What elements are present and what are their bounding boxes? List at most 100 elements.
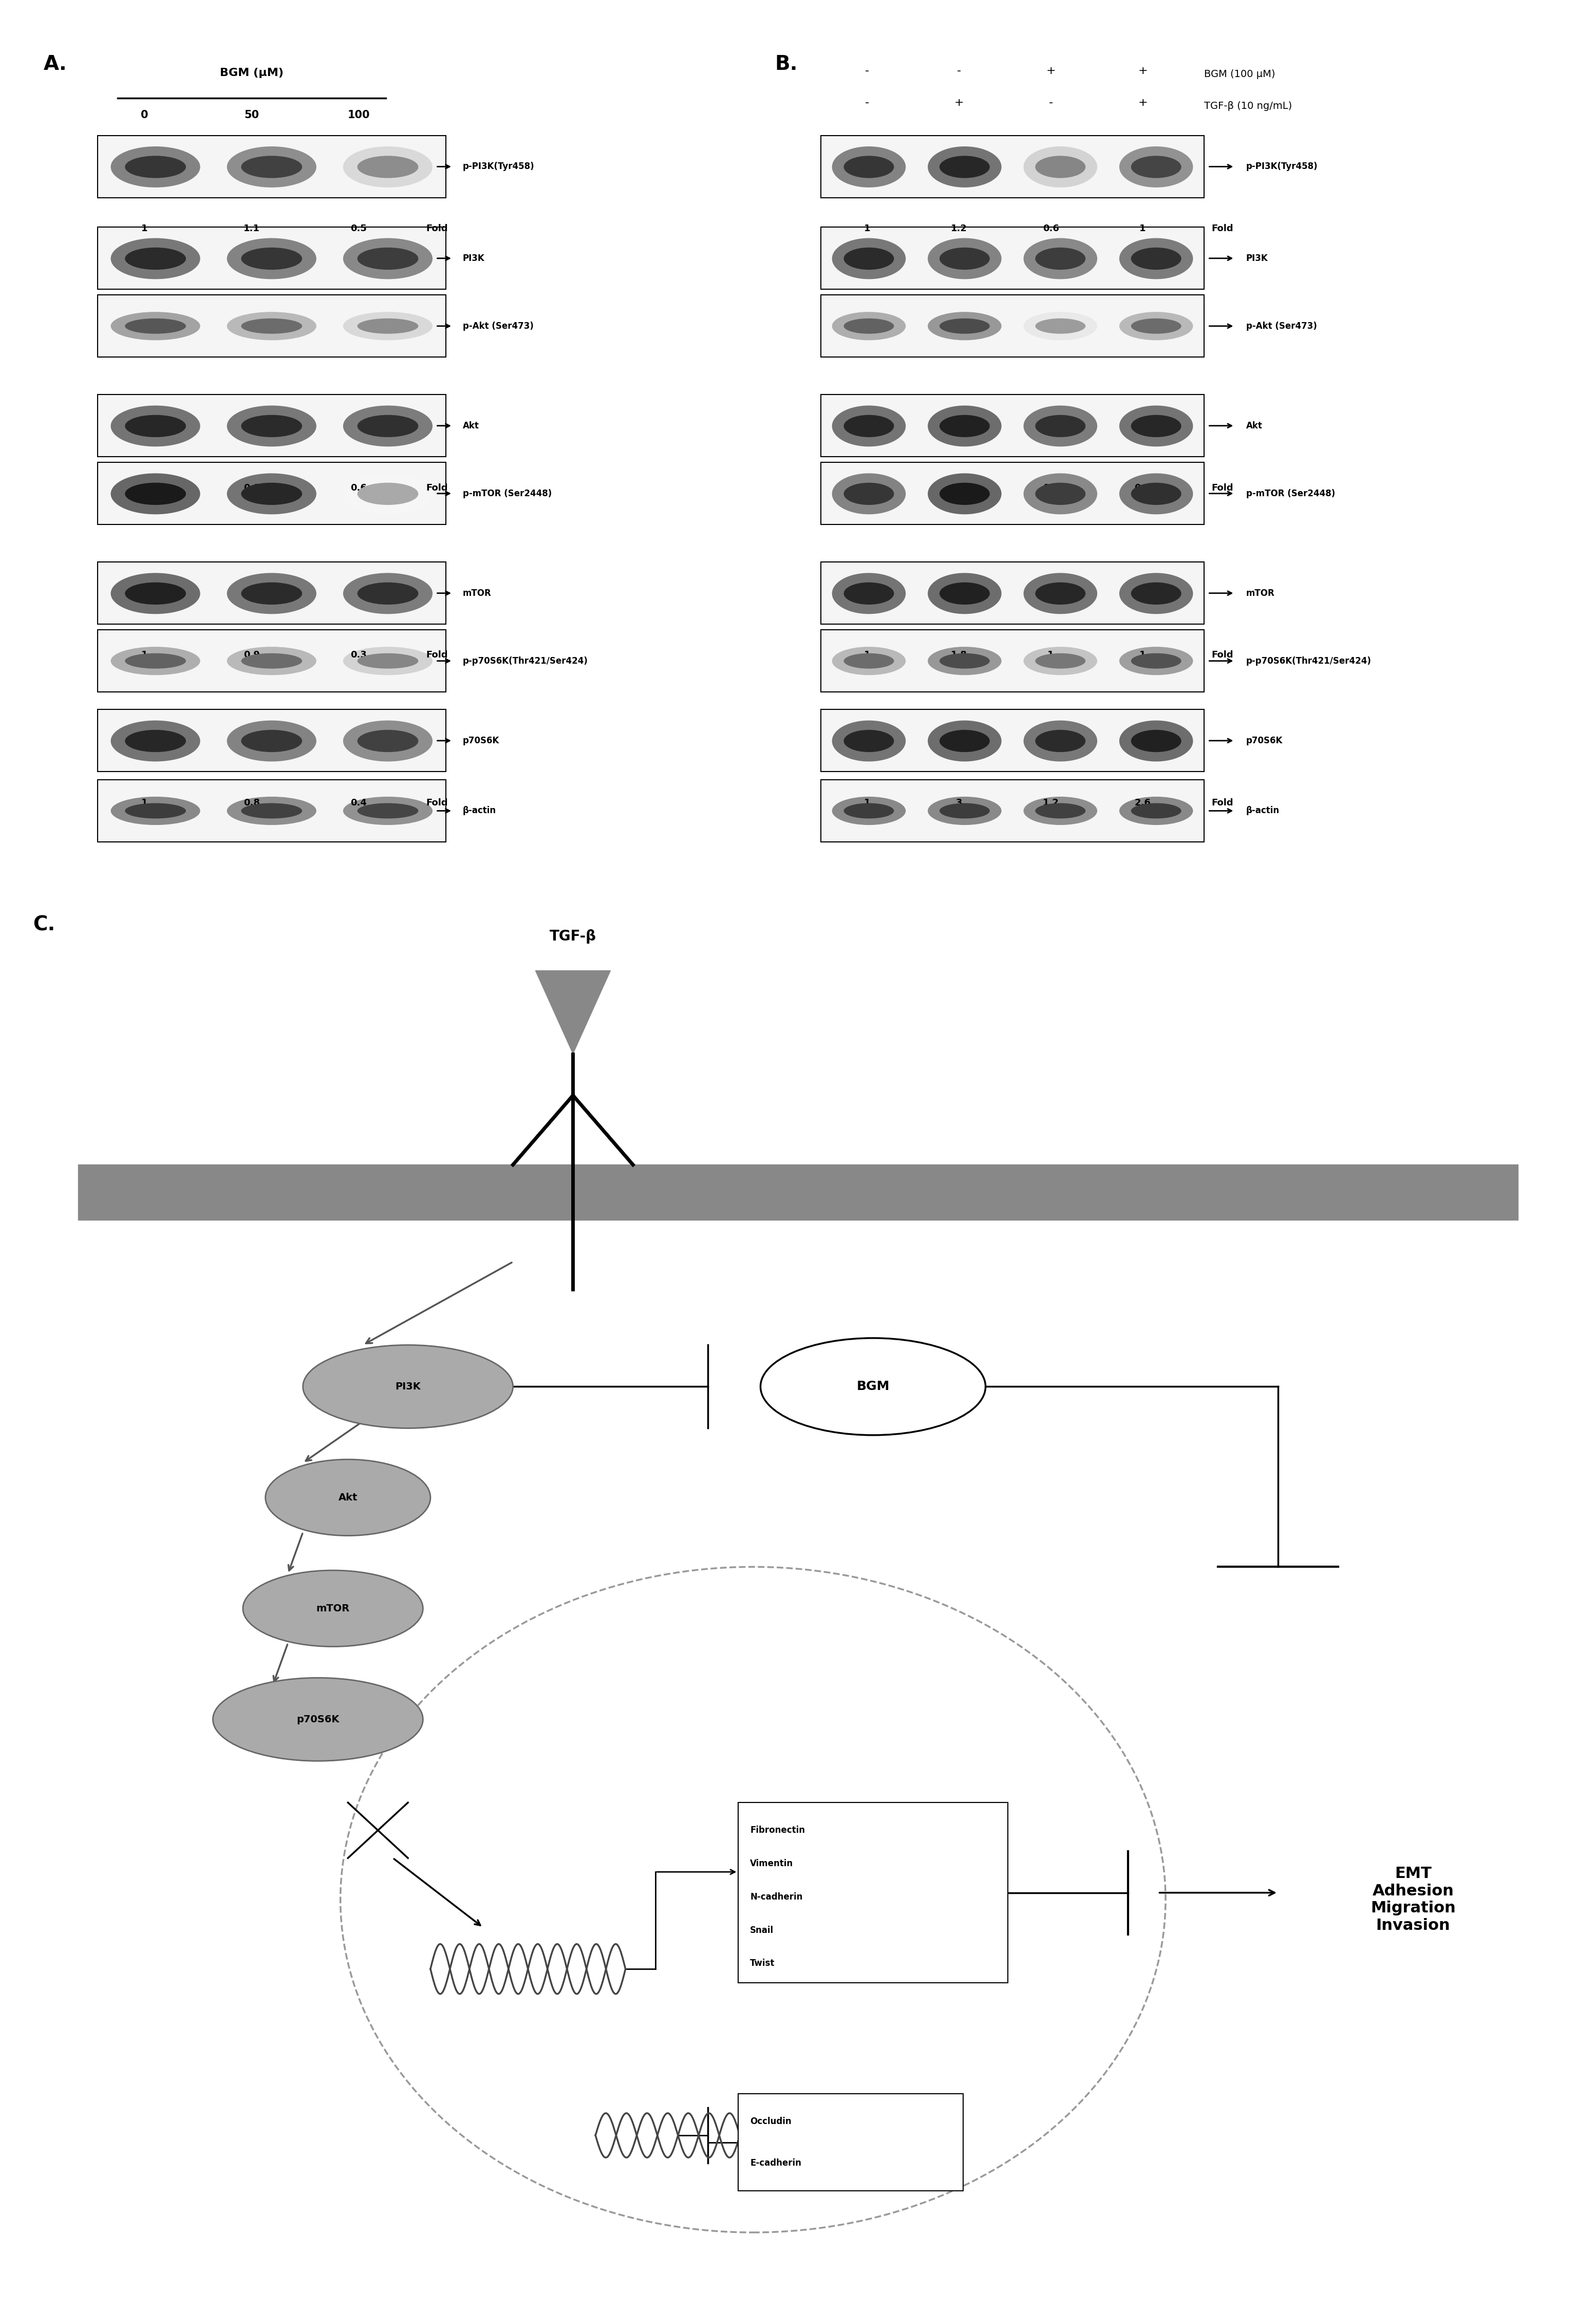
Bar [820, 462, 1203, 525]
Text: mTOR: mTOR [463, 589, 492, 599]
Ellipse shape [358, 804, 418, 818]
Ellipse shape [110, 312, 199, 340]
Ellipse shape [1119, 573, 1194, 615]
Ellipse shape [110, 146, 199, 187]
Text: Fold: Fold [1211, 224, 1234, 233]
Ellipse shape [1132, 582, 1181, 605]
Text: 0.6: 0.6 [1042, 224, 1060, 233]
Ellipse shape [358, 319, 418, 333]
Bar [97, 631, 445, 691]
Ellipse shape [124, 416, 187, 437]
Ellipse shape [940, 582, 990, 605]
Ellipse shape [927, 238, 1002, 280]
Text: BGM: BGM [857, 1380, 889, 1394]
Ellipse shape [110, 573, 199, 615]
Ellipse shape [358, 483, 418, 504]
Ellipse shape [227, 573, 316, 615]
Text: p-Akt (Ser473): p-Akt (Ser473) [463, 321, 533, 330]
Ellipse shape [343, 573, 433, 615]
Ellipse shape [1036, 416, 1085, 437]
Ellipse shape [1036, 654, 1085, 668]
Text: C.: C. [34, 915, 56, 934]
Ellipse shape [1036, 730, 1085, 751]
Ellipse shape [1119, 647, 1194, 675]
Ellipse shape [1023, 647, 1098, 675]
Text: 1.8: 1.8 [951, 652, 967, 661]
Bar [97, 395, 445, 458]
Bar [820, 709, 1203, 772]
Ellipse shape [124, 483, 187, 504]
Text: TGF-β (10 ng/mL): TGF-β (10 ng/mL) [1203, 102, 1293, 111]
Ellipse shape [358, 247, 418, 270]
Ellipse shape [940, 654, 990, 668]
Ellipse shape [832, 404, 907, 446]
Text: 0.8: 0.8 [1135, 483, 1151, 492]
Text: 0.3: 0.3 [351, 652, 367, 661]
Ellipse shape [358, 654, 418, 668]
Ellipse shape [844, 730, 894, 751]
Ellipse shape [1119, 797, 1194, 825]
Ellipse shape [124, 804, 187, 818]
Ellipse shape [1036, 483, 1085, 504]
Text: -: - [865, 67, 870, 76]
Text: 2.6: 2.6 [1135, 797, 1151, 807]
Ellipse shape [343, 797, 433, 825]
Text: Akt: Akt [463, 421, 479, 430]
Ellipse shape [844, 582, 894, 605]
Bar [97, 296, 445, 358]
Text: 1: 1 [140, 652, 147, 661]
Text: PI3K: PI3K [1246, 254, 1269, 263]
Ellipse shape [844, 247, 894, 270]
Text: 0.8: 0.8 [243, 797, 260, 807]
Ellipse shape [927, 573, 1002, 615]
Ellipse shape [1119, 312, 1194, 340]
Text: mTOR: mTOR [1246, 589, 1275, 599]
Text: Snail: Snail [750, 1925, 774, 1934]
Ellipse shape [212, 1678, 423, 1761]
Text: +: + [954, 97, 964, 109]
Ellipse shape [343, 647, 433, 675]
Text: Fold: Fold [426, 797, 448, 807]
Ellipse shape [1132, 416, 1181, 437]
Ellipse shape [832, 238, 907, 280]
Text: +: + [1045, 67, 1055, 76]
Ellipse shape [265, 1461, 431, 1537]
Text: BGM (μM): BGM (μM) [220, 67, 284, 79]
Ellipse shape [241, 730, 302, 751]
Text: -: - [956, 67, 961, 76]
Text: mTOR: mTOR [316, 1604, 350, 1613]
Text: 100: 100 [348, 109, 370, 120]
Text: +: + [1138, 67, 1148, 76]
Ellipse shape [844, 483, 894, 504]
Text: Akt: Akt [1246, 421, 1262, 430]
Ellipse shape [1132, 483, 1181, 504]
Text: 0.9: 0.9 [243, 652, 260, 661]
Ellipse shape [1036, 155, 1085, 178]
Ellipse shape [227, 404, 316, 446]
Bar [820, 395, 1203, 458]
Text: 0.2: 0.2 [1042, 483, 1060, 492]
Ellipse shape [1132, 319, 1181, 333]
Text: 1: 1 [863, 483, 870, 492]
Ellipse shape [760, 1338, 986, 1435]
Ellipse shape [241, 804, 302, 818]
Bar [820, 296, 1203, 358]
Ellipse shape [940, 483, 990, 504]
Ellipse shape [241, 483, 302, 504]
Ellipse shape [940, 319, 990, 333]
Ellipse shape [940, 155, 990, 178]
Ellipse shape [832, 647, 907, 675]
Text: 1.1: 1.1 [243, 224, 260, 233]
Polygon shape [536, 971, 610, 1054]
Bar [737, 1803, 1009, 1983]
Text: Fold: Fold [426, 652, 448, 661]
Text: -: - [865, 97, 870, 109]
Ellipse shape [241, 416, 302, 437]
Text: B.: B. [776, 53, 798, 74]
Ellipse shape [832, 721, 907, 763]
Ellipse shape [844, 804, 894, 818]
Ellipse shape [844, 416, 894, 437]
Ellipse shape [940, 730, 990, 751]
Ellipse shape [124, 247, 187, 270]
Ellipse shape [227, 146, 316, 187]
